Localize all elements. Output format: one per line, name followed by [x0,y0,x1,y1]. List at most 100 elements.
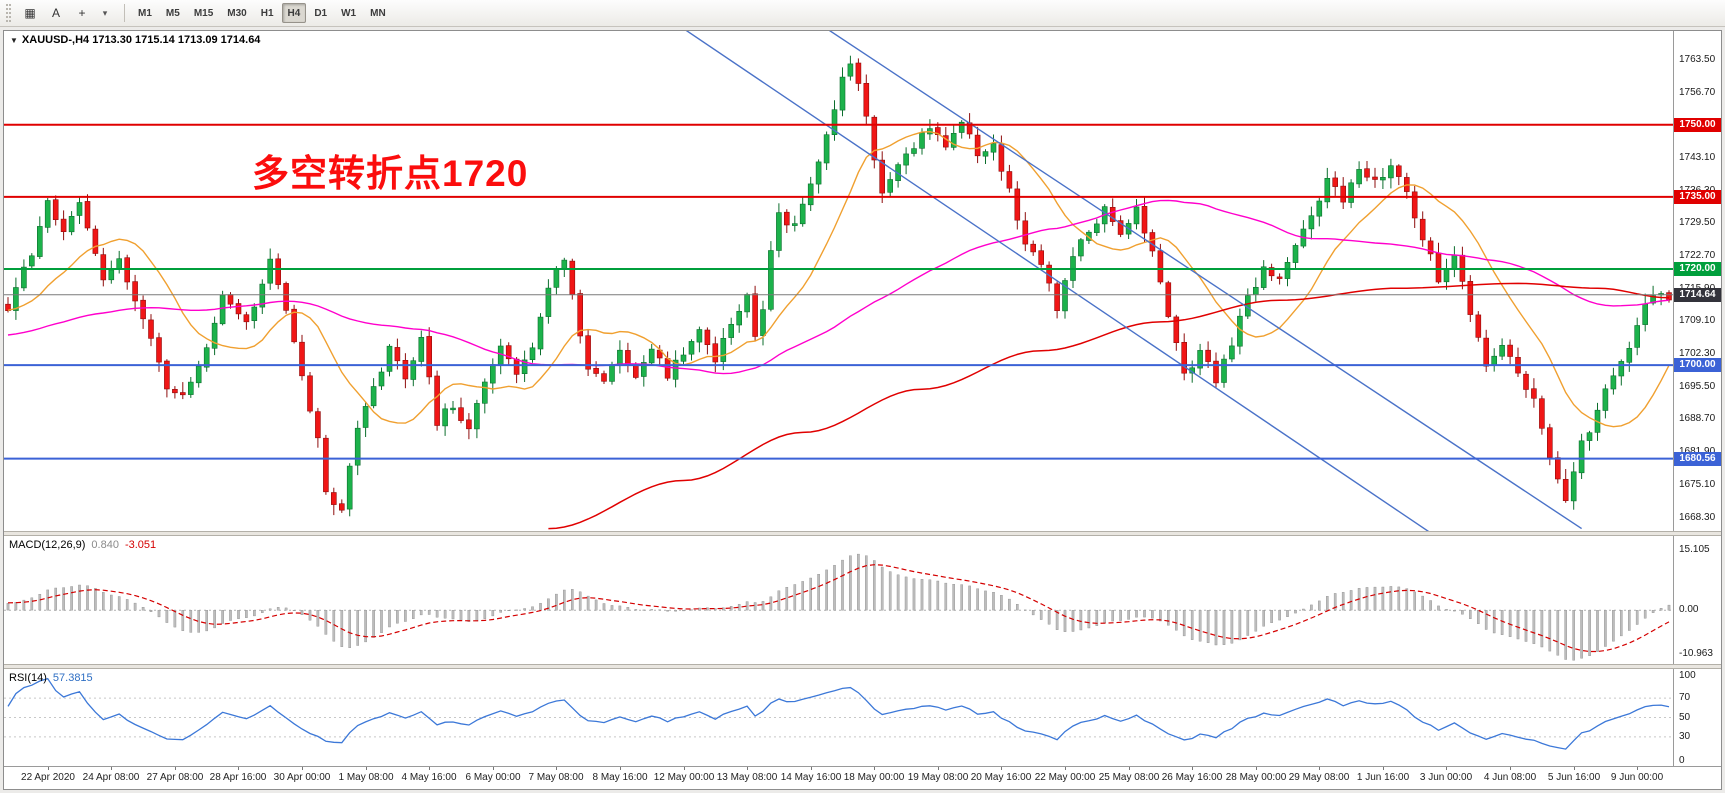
time-axis-label: 27 Apr 08:00 [146,772,204,783]
price-axis-label: 1702.30 [1679,348,1716,359]
price-axis-label: 1709.10 [1679,315,1716,326]
toolbar-icons: ▦ A + ▾ [17,3,118,23]
time-axis-tick [1192,767,1193,770]
price-axis-label: 1743.10 [1679,152,1716,163]
annotations-button[interactable]: A [51,6,60,20]
chart-expand-icon[interactable]: ▼ [10,35,18,45]
time-axis-tick [1510,767,1511,770]
time-axis-tick [302,767,303,770]
time-axis-label: 12 May 00:00 [653,772,715,783]
timeframe-toolbar: M1 M5 M15 M30 H1 H4 D1 W1 MN [131,3,393,23]
time-axis-tick [556,767,557,770]
cursor-dropdown-button[interactable]: ▾ [102,7,108,18]
price-axis[interactable]: 1763.501756.701749.901743.101736.301729.… [1673,31,1721,766]
time-axis-tick [111,767,112,770]
macd-label: MACD(12,26,9) 0.840 -3.051 [9,539,156,551]
time-axis-label: 28 May 00:00 [1225,772,1287,783]
rsi-axis-label: 0 [1679,755,1685,766]
toolbar-grip[interactable] [6,4,11,22]
time-axis-tick [1574,767,1575,770]
chart-window: ▼ XAUUSD-,H4 1713.30 1715.14 1713.09 171… [3,30,1722,790]
symbol-ohlc-header: ▼ XAUUSD-,H4 1713.30 1715.14 1713.09 171… [10,34,260,46]
rsi-axis-label: 100 [1679,670,1696,681]
time-axis-label: 3 Jun 00:00 [1419,772,1473,783]
rsi-axis-label: 50 [1679,712,1691,723]
rsi-line [7,677,1670,750]
timeframe-button-m30[interactable]: M30 [227,7,247,19]
price-level-badge: 1700.00 [1674,358,1721,372]
price-level-badge: 1750.00 [1674,118,1721,132]
time-axis-label: 4 May 16:00 [401,772,457,783]
timeframe-button-d1[interactable]: D1 [314,7,328,19]
time-axis-label: 14 May 16:00 [780,772,842,783]
macd-histogram [6,553,1671,661]
rsi-panel[interactable]: RSI(14) 57.3815 [4,669,1673,766]
price-level-badge: 1735.00 [1674,190,1721,204]
ma-magenta-line [7,199,1670,375]
price-level-badge: 1680.56 [1674,452,1721,466]
timeframe-button-mn[interactable]: MN [370,7,386,19]
toolbar-separator [124,4,125,22]
crosshair-button[interactable]: + [78,6,86,20]
timeframe-button-m5[interactable]: M5 [165,7,180,19]
time-axis-tick [620,767,621,770]
timeframe-button-h4[interactable]: H4 [281,3,307,23]
price-level-badge: 1714.64 [1674,288,1721,302]
ma-red-line [548,282,1670,530]
time-axis-tick [1129,767,1130,770]
price-axis-label: 1756.70 [1679,87,1716,98]
price-axis-label: 1695.50 [1679,381,1716,392]
macd-signal-line [7,564,1670,653]
time-axis-label: 28 Apr 16:00 [209,772,267,783]
time-axis-tick [1637,767,1638,770]
price-axis-label: 1729.50 [1679,217,1716,228]
time-axis-tick [493,767,494,770]
rsi-chart[interactable] [4,669,1673,766]
time-axis-tick [1065,767,1066,770]
time-axis-tick [238,767,239,770]
price-axis-label: 1681.90 [1674,446,1721,458]
time-axis-label: 18 May 00:00 [843,772,905,783]
macd-name: MACD(12,26,9) [9,539,86,551]
macd-axis-label: -10.963 [1679,648,1713,659]
time-axis-tick [1383,767,1384,770]
panel-splitter[interactable] [4,531,1721,536]
time-axis[interactable]: 22 Apr 2020 24 Apr 08:00 27 Apr 08:00 28 Ap… [4,766,1721,789]
time-axis-label: 22 Apr 2020 [21,772,75,783]
time-axis-label: 24 Apr 08:00 [82,772,140,783]
time-axis-label: 29 May 08:00 [1288,772,1350,783]
time-axis-label: 25 May 08:00 [1098,772,1160,783]
time-axis-label: 1 May 08:00 [338,772,394,783]
time-axis-tick [1446,767,1447,770]
time-axis-label: 1 Jun 16:00 [1356,772,1410,783]
time-axis-label: 9 Jun 00:00 [1610,772,1664,783]
price-axis-label: 1722.70 [1679,250,1716,261]
price-axis-label: 1688.70 [1679,413,1716,424]
timeframe-button-m1[interactable]: M1 [138,7,152,19]
candlestick-chart[interactable] [4,31,1673,531]
time-axis-tick [684,767,685,770]
panel-splitter[interactable] [4,664,1721,669]
rsi-name: RSI(14) [9,672,47,684]
timeframe-button-m15[interactable]: M15 [193,7,214,19]
rsi-label: RSI(14) 57.3815 [9,672,93,684]
time-axis-tick [1001,767,1002,770]
timeframe-button-w1[interactable]: W1 [341,7,357,19]
main-chart[interactable]: ▼ XAUUSD-,H4 1713.30 1715.14 1713.09 171… [4,31,1673,531]
time-axis-label: 5 Jun 16:00 [1547,772,1601,783]
time-axis-label: 19 May 08:00 [907,772,969,783]
macd-panel[interactable]: MACD(12,26,9) 0.840 -3.051 [4,536,1673,664]
time-axis-tick [1256,767,1257,770]
timeframe-button-h1[interactable]: H1 [260,7,274,19]
chart-text-annotation[interactable]: 多空转折点1720 [252,153,529,194]
time-axis-tick [175,767,176,770]
macd-chart[interactable] [4,536,1673,664]
chart-grid-icon[interactable]: ▦ [24,6,36,20]
descending-trendline[interactable] [827,31,1582,530]
time-axis-label: 30 Apr 00:00 [273,772,331,783]
descending-trendline[interactable] [684,31,1439,531]
time-axis-tick [366,767,367,770]
price-level-badge: 1720.00 [1674,262,1721,276]
time-axis-tick [938,767,939,770]
